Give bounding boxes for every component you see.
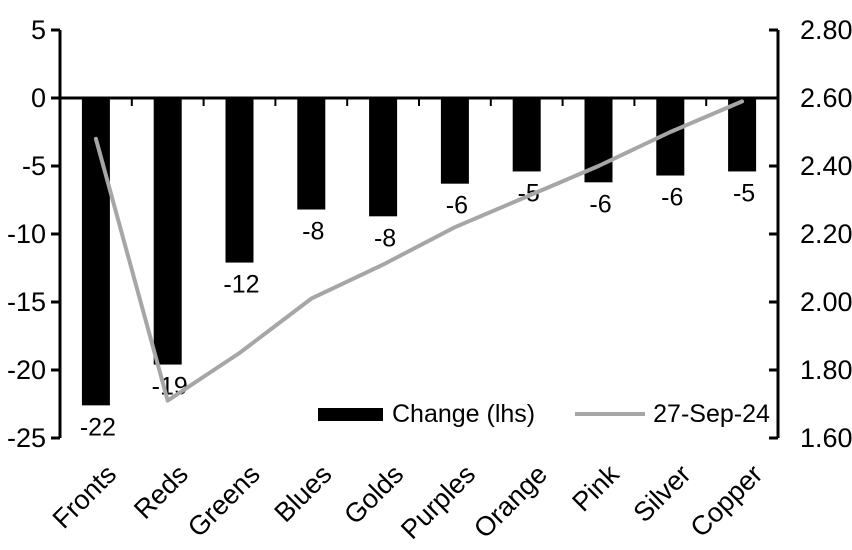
bar-data-label: -5	[733, 179, 755, 207]
bar-data-label: -6	[589, 190, 611, 218]
bar-copper	[728, 98, 757, 172]
bar-data-label: -5	[518, 179, 540, 207]
bar-greens	[225, 98, 254, 263]
bar-purples	[440, 98, 469, 184]
left-axis-tick-label: -5	[22, 151, 46, 181]
x-axis-category-label: Copper	[685, 459, 769, 543]
right-axis-tick-label: 2.20	[800, 219, 852, 249]
legend-line-swatch-icon	[575, 412, 646, 416]
right-axis-tick-label: 2.60	[800, 83, 852, 113]
legend: Change (lhs) 27-Sep-24	[318, 401, 770, 427]
legend-bar-swatch-icon	[318, 407, 383, 421]
right-axis-tick-label: 2.00	[800, 287, 852, 317]
x-axis-category-label: Orange	[468, 459, 553, 544]
left-axis-tick-label: -20	[7, 355, 46, 385]
bar-golds	[369, 98, 398, 217]
x-axis-category-label: Greens	[182, 459, 266, 543]
bar-data-label: -19	[152, 373, 188, 401]
right-axis-tick-label: 1.80	[800, 355, 852, 385]
line-series	[93, 99, 745, 403]
bar-data-label: -22	[80, 413, 116, 441]
bar-reds	[153, 98, 182, 365]
bar-data-label: -6	[661, 184, 683, 212]
x-axis-category-label: Pink	[566, 459, 625, 518]
legend-bar-label: Change (lhs)	[392, 400, 536, 428]
bar-fronts	[81, 98, 110, 406]
right-axis-tick-label: 2.40	[800, 151, 852, 181]
bar-data-label: -8	[302, 218, 324, 246]
legend-line-label: 27-Sep-24	[653, 400, 770, 428]
x-axis-category-label: Fronts	[47, 459, 122, 534]
right-axis-tick-label: 2.80	[800, 15, 852, 45]
bar-data-label: -12	[223, 271, 259, 299]
left-axis-tick-label: 5	[31, 15, 46, 45]
bar-data-label: -8	[374, 224, 396, 252]
left-axis-tick-label: -15	[7, 287, 46, 317]
left-axis-tick-label: 0	[31, 83, 46, 113]
x-axis-category-label: Silver	[628, 459, 697, 528]
left-axis-tick-label: -10	[7, 219, 46, 249]
right-axis-tick-label: 1.60	[800, 423, 852, 453]
bar-orange	[512, 98, 541, 172]
x-axis-category-label: Blues	[269, 459, 338, 528]
left-axis-tick-label: -25	[7, 423, 46, 453]
bar-blues	[297, 98, 326, 210]
x-axis-category-label: Purples	[395, 459, 481, 545]
x-axis-category-label: Reds	[128, 459, 194, 525]
bar-data-label: -6	[446, 192, 468, 220]
